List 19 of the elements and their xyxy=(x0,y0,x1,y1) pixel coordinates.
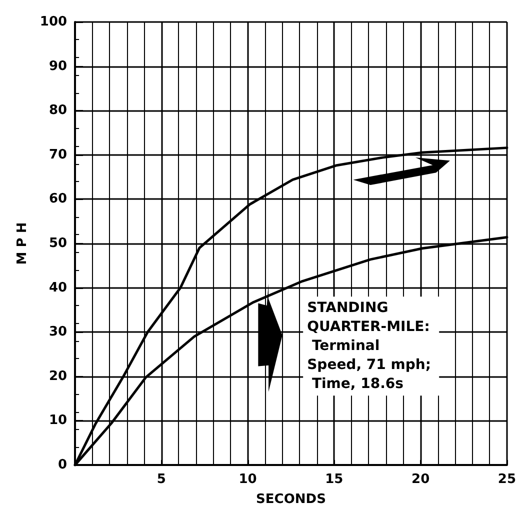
y-tick-label: 20 xyxy=(48,368,68,384)
y-tick-label: 70 xyxy=(48,147,68,162)
y-tick-label: 60 xyxy=(48,192,68,207)
x-tick-label: 20 xyxy=(412,472,430,487)
x-tick-label: 25 xyxy=(498,472,516,487)
y-tick-label: 100 xyxy=(40,14,68,30)
y-tick-label: 80 xyxy=(48,103,68,118)
x-tick-label: 5 xyxy=(156,472,166,487)
y-tick-label: 40 xyxy=(48,280,68,296)
x-axis-title: SECONDS xyxy=(256,492,326,507)
x-tick-label: 15 xyxy=(325,472,344,487)
y-axis-title: M P H xyxy=(15,222,30,265)
x-tick-label: 10 xyxy=(238,472,257,487)
annotation: STANDING QUARTER-MILE: Terminal Speed, 71 mph; Time, 18.6s xyxy=(307,300,431,392)
y-tick-label: 10 xyxy=(48,413,68,428)
y-tick-label: 90 xyxy=(48,58,68,74)
y-tick-label: 50 xyxy=(48,236,68,251)
y-tick-label: 30 xyxy=(48,324,68,340)
y-tick-label: 0 xyxy=(58,458,68,472)
